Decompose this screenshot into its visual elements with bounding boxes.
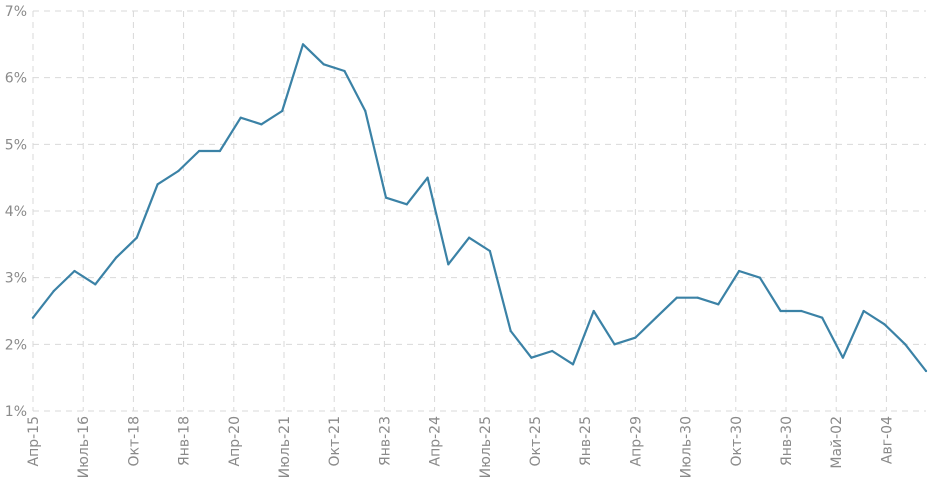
x-tick-label: Июль-30 [679,416,695,478]
data-point [675,296,678,299]
x-tick-label: Окт-25 [528,416,544,467]
data-point [654,316,658,319]
data-point [592,309,595,313]
x-tick-label: Апр-24 [428,416,444,467]
data-point [156,183,159,186]
data-point [94,283,97,286]
data-point [281,109,284,113]
data-point [613,343,616,346]
x-tick-label: Окт-30 [729,416,745,467]
data-point [301,43,305,46]
data-point [426,176,429,179]
data-point [488,249,491,253]
data-point [717,303,720,306]
y-tick-label: 1% [5,404,27,420]
data-point [73,269,76,273]
data-point [239,116,242,119]
data-point [904,343,907,346]
data-point [530,356,533,359]
y-axis-ticks: 1% 2% 3% 4% 5% 6% 7% [5,4,27,420]
data-point [343,69,346,73]
data-point [696,296,699,299]
x-tick-label: Янв-23 [377,416,393,466]
data-point [405,203,408,206]
x-axis-ticks: Апр-15 Июль-16 Окт-18 Янв-18 Апр-20 Июль-21 Ок… [26,416,895,478]
data-point [198,149,201,153]
data-point [571,363,575,366]
y-tick-label: 3% [5,271,27,287]
data-point [862,309,865,313]
data-point [468,236,471,239]
data-point [551,349,554,353]
data-point [924,369,928,373]
data-point [509,329,512,333]
data-point [364,109,367,113]
data-point [177,169,180,173]
x-tick-label: Апр-15 [26,416,42,466]
y-tick-label: 4% [5,204,27,220]
x-tick-label: Окт-21 [327,416,343,467]
data-point [779,309,782,313]
data-point [821,316,824,319]
data-point [841,356,845,359]
y-tick-label: 6% [5,71,27,87]
x-tick-label: Июль-16 [76,416,92,478]
data-point [883,323,886,326]
x-tick-label: Янв-18 [177,416,193,466]
data-point [800,309,803,313]
data-point [384,196,388,199]
data-point [758,276,761,279]
x-tick-label: Янв-30 [779,416,795,466]
data-point [218,149,222,153]
y-tick-label: 5% [5,137,27,153]
data-point [447,263,450,266]
y-tick-label: 2% [5,337,27,353]
y-tick-label: 7% [5,4,27,20]
data-point [135,236,138,239]
data-point [52,289,55,293]
series-layer [31,43,928,373]
x-tick-label: Окт-18 [126,416,142,467]
x-tick-label: Май-02 [829,416,845,469]
data-point [260,123,263,126]
x-tick-label: Апр-20 [227,416,243,466]
x-tick-label: Июль-25 [478,416,494,478]
data-point [114,256,118,259]
data-point [737,269,741,273]
data-point [322,63,325,66]
x-tick-label: Апр-29 [628,416,644,466]
data-point [634,336,637,339]
series-line [31,43,928,373]
grid [32,10,926,412]
data-point [31,316,35,319]
x-tick-label: Июль-21 [277,416,293,478]
x-tick-label: Янв-25 [578,416,594,466]
x-tick-label: Авг-04 [879,416,895,464]
